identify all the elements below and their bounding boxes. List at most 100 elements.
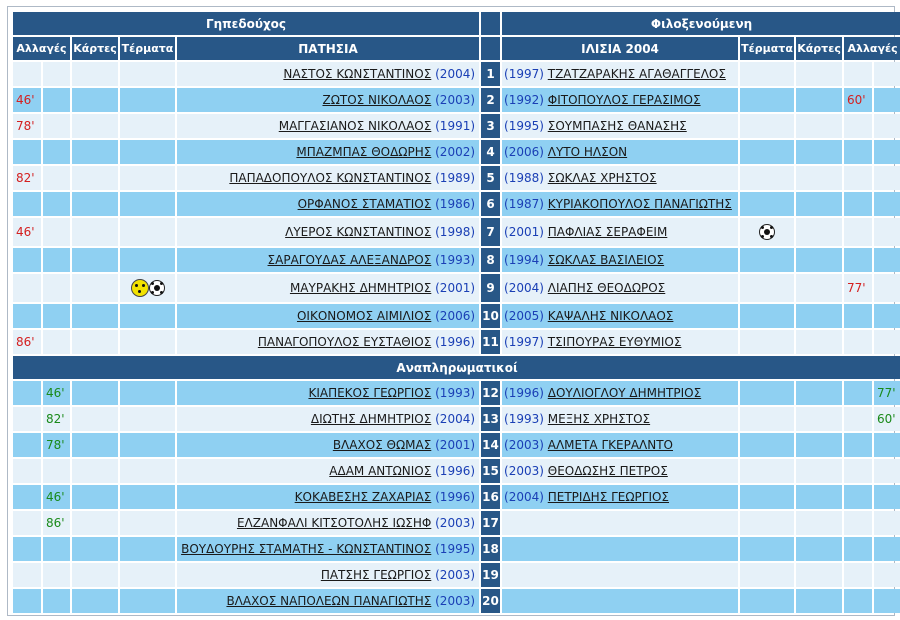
sub-minute: 82' xyxy=(46,412,65,426)
away-team-name: ΙΛΙΣΙΑ 2004 xyxy=(502,37,739,60)
away-player-link[interactable]: ΚΥΡΙΑΚΟΠΟΥΛΟΣ ΠΑΝΑΓΙΩΤΗΣ xyxy=(547,197,732,211)
shirt-number: 8 xyxy=(481,248,501,272)
away-cards xyxy=(796,192,843,216)
sub-minute: 86' xyxy=(46,516,65,530)
shirt-number: 18 xyxy=(481,537,501,561)
home-player-link[interactable]: ΚΙΑΠΕΚΟΣ ΓΕΩΡΓΙΟΣ xyxy=(308,386,432,400)
away-player-link[interactable]: ΛΥΤΟ ΗΛΣΟΝ xyxy=(547,145,628,159)
away-player-year: (2005) xyxy=(504,309,548,323)
lineup-row: ΒΟΥΔΟΥΡΗΣ ΣΤΑΜΑΤΗΣ - ΚΩΝΣΤΑΝΤΙΝΟΣ (1995)… xyxy=(13,537,900,561)
home-player-link[interactable]: ΟΙΚΟΝΟΜΟΣ ΑΙΜΙΛΙΟΣ xyxy=(296,309,432,323)
away-sub-off xyxy=(844,511,873,535)
away-goals xyxy=(740,166,795,190)
home-player-link[interactable]: ΠΑΤΣΗΣ ΓΕΩΡΓΙΟΣ xyxy=(320,568,432,582)
home-col-goals: Τέρματα xyxy=(120,37,175,60)
home-player-link[interactable]: ΠΑΠΑΔΟΠΟΥΛΟΣ ΚΩΝΣΤΑΝΤΙΝΟΣ xyxy=(229,171,432,185)
home-player-link[interactable]: ΒΟΥΔΟΥΡΗΣ ΣΤΑΜΑΤΗΣ - ΚΩΝΣΤΑΝΤΙΝΟΣ xyxy=(181,542,432,556)
away-player-year: (1997) xyxy=(504,335,548,349)
home-cards xyxy=(72,511,118,535)
soccer-ball-icon xyxy=(759,224,776,240)
away-goals xyxy=(740,274,795,302)
home-player-link[interactable]: ΟΡΦΑΝΟΣ ΣΤΑΜΑΤΙΟΣ xyxy=(297,197,432,211)
home-goals xyxy=(120,330,175,354)
home-player: ΚΟΚΑΒΕΣΗΣ ΖΑΧΑΡΙΑΣ (1996) xyxy=(177,485,480,509)
home-sub-on xyxy=(43,274,70,302)
home-player-link[interactable]: ΖΩΤΟΣ ΝΙΚΟΛΑΟΣ xyxy=(322,93,432,107)
away-player-link[interactable]: ΣΩΚΛΑΣ ΒΑΣΙΛΕΙΟΣ xyxy=(547,253,665,267)
away-player xyxy=(502,589,739,613)
away-player-year: (2003) xyxy=(504,464,548,478)
home-sub-on: 46' xyxy=(43,381,70,405)
home-sub-on xyxy=(43,166,70,190)
away-player-link[interactable]: ΣΩΚΛΑΣ ΧΡΗΣΤΟΣ xyxy=(547,171,657,185)
home-sub-off: 46' xyxy=(13,88,41,112)
away-player-link[interactable]: ΣΟΥΜΠΑΣΗΣ ΘΑΝΑΣΗΣ xyxy=(547,119,687,133)
away-player-year: (2003) xyxy=(504,438,548,452)
away-player-link[interactable]: ΤΣΙΠΟΥΡΑΣ ΕΥΘΥΜΙΟΣ xyxy=(547,335,682,349)
home-player: ΒΟΥΔΟΥΡΗΣ ΣΤΑΜΑΤΗΣ - ΚΩΝΣΤΑΝΤΙΝΟΣ (1995) xyxy=(177,537,480,561)
away-player-link[interactable]: ΑΛΜΕΤΑ ΓΚΕΡΑΛΝΤΟ xyxy=(547,438,673,452)
lineup-row: ΒΛΑΧΟΣ ΝΑΠΟΛΕΩΝ ΠΑΝΑΓΙΩΤΗΣ (2003) 20 xyxy=(13,589,900,613)
home-player-link[interactable]: ΒΛΑΧΟΣ ΝΑΠΟΛΕΩΝ ΠΑΝΑΓΙΩΤΗΣ xyxy=(226,594,432,608)
home-player-link[interactable]: ΒΛΑΧΟΣ ΘΩΜΑΣ xyxy=(332,438,432,452)
home-player-link[interactable]: ΛΥΕΡΟΣ ΚΩΝΣΤΑΝΤΙΝΟΣ xyxy=(285,225,432,239)
away-player-link[interactable]: ΛΙΑΠΗΣ ΘΕΟΔΩΡΟΣ xyxy=(547,281,666,295)
home-player-link[interactable]: ΜΑΓΓΑΣΙΑΝΟΣ ΝΙΚΟΛΑΟΣ xyxy=(278,119,432,133)
home-player-link[interactable]: ΚΟΚΑΒΕΣΗΣ ΖΑΧΑΡΙΑΣ xyxy=(294,490,432,504)
sub-minute: 77' xyxy=(847,281,866,295)
home-goals xyxy=(120,511,175,535)
home-goals xyxy=(120,88,175,112)
away-cards xyxy=(796,248,843,272)
away-sub-off xyxy=(844,192,873,216)
shirt-number: 11 xyxy=(481,330,501,354)
away-sub-off xyxy=(844,537,873,561)
away-cards xyxy=(796,330,843,354)
home-cards xyxy=(72,433,118,457)
home-player-link[interactable]: ΑΔΑΜ ΑΝΤΩΝΙΟΣ xyxy=(329,464,432,478)
home-player: ΛΥΕΡΟΣ ΚΩΝΣΤΑΝΤΙΝΟΣ (1998) xyxy=(177,218,480,246)
home-cards xyxy=(72,218,118,246)
home-sub-off xyxy=(13,485,41,509)
home-cards xyxy=(72,330,118,354)
home-player-link[interactable]: ΕΛΖΑΝΦΑΛΙ ΚΙΤΣΟΤΟΛΗΣ ΙΩΣΗΦ xyxy=(236,516,432,530)
away-player: (2003) ΘΕΟΔΩΣΗΣ ΠΕΤΡΟΣ xyxy=(502,459,739,483)
away-player-link[interactable]: ΦΙΤΟΠΟΥΛΟΣ ΓΕΡΑΣΙΜΟΣ xyxy=(547,93,701,107)
away-sub-on xyxy=(874,248,900,272)
home-player-link[interactable]: ΠΑΝΑΓΟΠΟΥΛΟΣ ΕΥΣΤΑΘΙΟΣ xyxy=(257,335,432,349)
away-player: (1994) ΣΩΚΛΑΣ ΒΑΣΙΛΕΙΟΣ xyxy=(502,248,739,272)
away-player-year: (1996) xyxy=(504,386,548,400)
away-player-link[interactable]: ΤΖΑΤΖΑΡΑΚΗΣ ΑΓΑΘΑΓΓΕΛΟΣ xyxy=(547,67,726,81)
home-player-link[interactable]: ΣΑΡΑΓΟΥΔΑΣ ΑΛΕΞΑΝΔΡΟΣ xyxy=(267,253,432,267)
home-sub-off xyxy=(13,140,41,164)
away-player-link[interactable]: ΚΑΨΑΛΗΣ ΝΙΚΟΛΑΟΣ xyxy=(547,309,674,323)
away-player: (1993) ΜΕΞΗΣ ΧΡΗΣΤΟΣ xyxy=(502,407,739,431)
home-player-year: (1993) xyxy=(431,253,476,267)
away-player-link[interactable]: ΜΕΞΗΣ ΧΡΗΣΤΟΣ xyxy=(547,412,651,426)
away-sub-off xyxy=(844,304,873,328)
away-player-link[interactable]: ΔΟΥΛΙΟΓΛΟΥ ΔΗΜΗΤΡΙΟΣ xyxy=(547,386,702,400)
home-player-link[interactable]: ΔΙΩΤΗΣ ΔΗΜΗΤΡΙΟΣ xyxy=(310,412,432,426)
lineup-row: 46' ΚΟΚΑΒΕΣΗΣ ΖΑΧΑΡΙΑΣ (1996) 16 (2004) ΠΕΤ… xyxy=(13,485,900,509)
home-player-year: (1996) xyxy=(431,464,476,478)
home-cards xyxy=(72,589,118,613)
away-player-link[interactable]: ΘΕΟΔΩΣΗΣ ΠΕΤΡΟΣ xyxy=(547,464,668,478)
away-sub-off: 77' xyxy=(844,274,873,302)
yellow-card-ball-icon xyxy=(130,279,149,297)
shirt-number: 15 xyxy=(481,459,501,483)
shirt-number: 16 xyxy=(481,485,501,509)
home-player-link[interactable]: ΜΑΥΡΑΚΗΣ ΔΗΜΗΤΡΙΟΣ xyxy=(289,281,432,295)
home-goals xyxy=(120,114,175,138)
home-cards xyxy=(72,114,118,138)
away-sub-off xyxy=(844,589,873,613)
home-player-link[interactable]: ΜΠΑΖΜΠΑΣ ΘΟΔΩΡΗΣ xyxy=(296,145,432,159)
away-player-link[interactable]: ΠΑΦΛΙΑΣ ΣΕΡΑΦΕΙΜ xyxy=(547,225,668,239)
away-sub-off xyxy=(844,140,873,164)
sub-minute: 46' xyxy=(16,93,35,107)
shirt-number: 20 xyxy=(481,589,501,613)
away-player-link[interactable]: ΠΕΤΡΙΔΗΣ ΓΕΩΡΓΙΟΣ xyxy=(547,490,670,504)
home-player: ΜΑΓΓΑΣΙΑΝΟΣ ΝΙΚΟΛΑΟΣ (1991) xyxy=(177,114,480,138)
home-player-link[interactable]: ΝΑΣΤΟΣ ΚΩΝΣΤΑΝΤΙΝΟΣ xyxy=(283,67,432,81)
shirt-number: 4 xyxy=(481,140,501,164)
away-sub-off xyxy=(844,166,873,190)
away-player-year: (2001) xyxy=(504,225,548,239)
